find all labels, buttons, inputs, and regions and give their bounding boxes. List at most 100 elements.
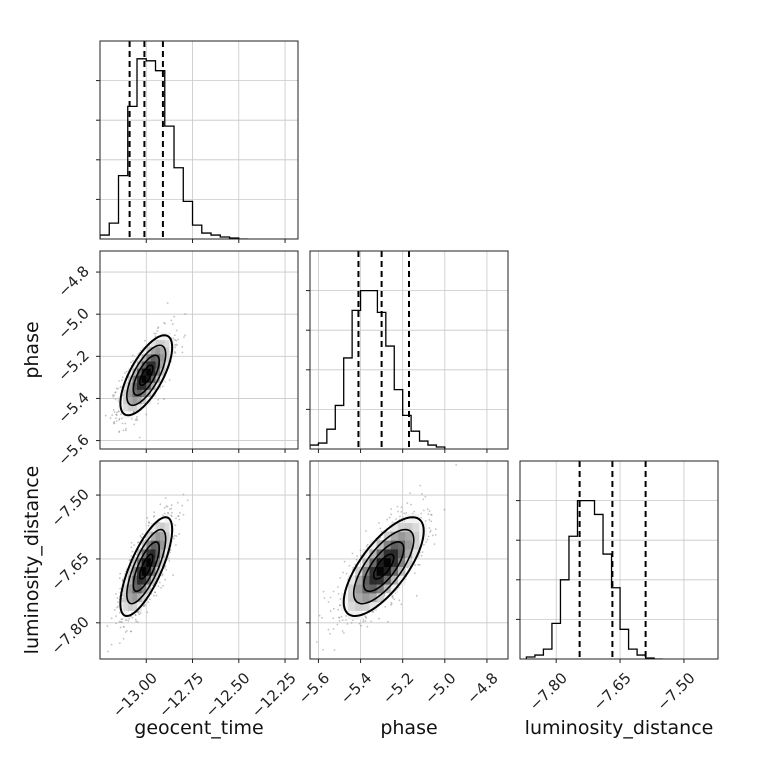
sample-point bbox=[175, 339, 178, 342]
panel-frame bbox=[309, 460, 509, 660]
sample-point bbox=[174, 343, 176, 346]
sample-point bbox=[118, 430, 121, 433]
sample-point bbox=[422, 509, 425, 512]
sample-point bbox=[161, 574, 164, 577]
sample-point bbox=[164, 322, 167, 325]
sample-point bbox=[418, 563, 421, 566]
density-cell bbox=[405, 540, 413, 550]
sample-point bbox=[182, 513, 185, 516]
sample-point bbox=[174, 352, 177, 354]
density-cell bbox=[132, 566, 138, 576]
sample-point bbox=[386, 620, 389, 623]
sample-point bbox=[173, 315, 176, 318]
sample-point bbox=[338, 616, 341, 619]
sample-point bbox=[137, 541, 139, 544]
sample-point bbox=[131, 616, 134, 619]
contour-level-2 bbox=[362, 541, 405, 593]
panel-frame bbox=[99, 460, 299, 660]
panel-geocent_time-hist bbox=[96, 40, 299, 243]
density-cell bbox=[362, 566, 370, 576]
density-cell bbox=[141, 592, 147, 603]
sample-point bbox=[156, 575, 158, 578]
histogram-geocent_time bbox=[100, 58, 249, 239]
sample-point bbox=[342, 632, 345, 634]
sample-point bbox=[115, 414, 118, 416]
sample-point bbox=[378, 617, 381, 620]
sample-point bbox=[147, 524, 150, 527]
sample-point bbox=[175, 344, 177, 347]
density-cell bbox=[123, 403, 129, 412]
sample-point bbox=[359, 549, 362, 552]
density-cell bbox=[164, 353, 170, 362]
panel-luminosity_distance-hist bbox=[516, 460, 719, 663]
sample-point bbox=[181, 504, 184, 507]
sample-point bbox=[329, 632, 331, 635]
sample-point bbox=[421, 493, 424, 495]
sample-point bbox=[391, 595, 394, 598]
sample-point bbox=[154, 591, 157, 594]
histogram-phase bbox=[310, 289, 446, 449]
sample-point bbox=[160, 586, 162, 589]
sample-point bbox=[337, 608, 340, 611]
density-cell bbox=[132, 592, 138, 603]
sample-point bbox=[403, 512, 406, 515]
sample-point bbox=[112, 394, 114, 396]
contour-level-4 bbox=[119, 334, 174, 417]
density-cell bbox=[355, 584, 363, 594]
density-cell bbox=[137, 361, 143, 369]
sample-point bbox=[115, 417, 117, 420]
sample-point bbox=[174, 339, 177, 341]
sample-point bbox=[116, 606, 118, 609]
sample-point bbox=[430, 513, 432, 516]
sample-point bbox=[152, 515, 155, 518]
sample-point bbox=[118, 431, 121, 434]
sample-point bbox=[161, 385, 164, 388]
sample-point bbox=[366, 625, 369, 628]
sample-point bbox=[425, 541, 428, 543]
sample-point bbox=[153, 591, 156, 594]
sample-point bbox=[351, 619, 354, 622]
sample-point bbox=[124, 619, 127, 622]
density-cell bbox=[137, 403, 143, 412]
density-cell bbox=[132, 361, 138, 369]
sample-point bbox=[116, 411, 118, 414]
sample-point bbox=[323, 597, 326, 599]
sample-point bbox=[119, 386, 122, 389]
sample-point bbox=[113, 420, 116, 423]
sample-point bbox=[124, 427, 127, 430]
sample-point bbox=[174, 346, 176, 349]
density-cell bbox=[369, 549, 378, 559]
sample-point bbox=[400, 603, 403, 606]
density-cell bbox=[137, 592, 143, 603]
density-cell bbox=[141, 389, 147, 398]
density-cell bbox=[155, 368, 161, 376]
sample-point bbox=[426, 538, 429, 541]
density-cell bbox=[150, 531, 156, 541]
sample-point bbox=[162, 584, 164, 587]
sample-point bbox=[339, 604, 341, 607]
sample-point bbox=[107, 650, 109, 653]
sample-point bbox=[177, 515, 180, 517]
density-cell bbox=[390, 522, 399, 532]
sample-point bbox=[365, 530, 367, 532]
sample-point bbox=[120, 413, 122, 416]
sample-point bbox=[338, 619, 341, 622]
sample-point bbox=[184, 313, 187, 315]
panel-content bbox=[104, 302, 187, 439]
sample-point bbox=[147, 521, 150, 523]
sample-point bbox=[128, 559, 131, 562]
density-cell bbox=[146, 368, 152, 376]
sample-point bbox=[415, 594, 418, 597]
sample-point bbox=[393, 598, 396, 601]
density-cell bbox=[160, 353, 166, 362]
sample-point bbox=[130, 564, 133, 567]
density-cell bbox=[405, 522, 413, 532]
sample-point bbox=[157, 585, 160, 588]
sample-point bbox=[112, 395, 115, 398]
sample-point bbox=[340, 615, 343, 618]
density-cell bbox=[369, 601, 378, 611]
density-cell bbox=[137, 389, 143, 398]
sample-point bbox=[379, 527, 382, 530]
sample-point bbox=[128, 617, 131, 620]
contour-level-3 bbox=[352, 528, 415, 605]
